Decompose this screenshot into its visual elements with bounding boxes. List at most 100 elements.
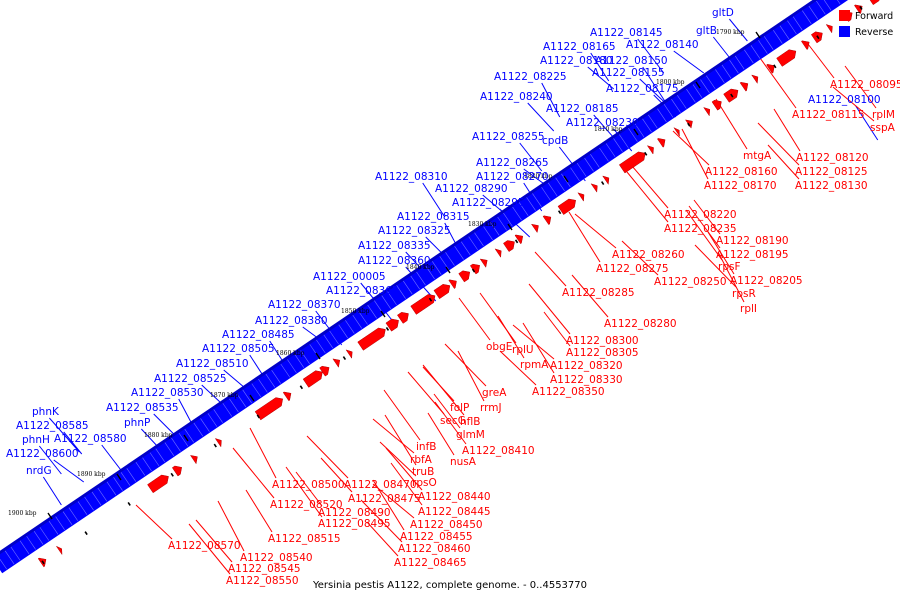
forward-gene-arrow (514, 234, 524, 245)
minor-tick (601, 181, 605, 185)
reverse-leader (422, 182, 446, 218)
forward-gene-label: A1122_08465 (394, 557, 467, 569)
forward-gene-label: A1122_08170 (704, 180, 777, 192)
forward-leader (249, 427, 277, 479)
reverse-gene-label: gltB (696, 25, 717, 37)
forward-gene-label: A1122_08470 (344, 479, 417, 491)
reverse-gene-divider (787, 20, 797, 35)
forward-gene-label: A1122_08455 (400, 531, 473, 543)
reverse-leader (527, 102, 555, 132)
reverse-gene-divider (816, 0, 826, 15)
genome-backbone (0, 0, 849, 574)
reverse-gene-divider (251, 383, 262, 398)
forward-gene-label: A1122_08540 (240, 552, 313, 564)
map-title: Yersinia pestis A1122, complete genome. … (312, 580, 587, 591)
reverse-gene-divider (454, 246, 464, 260)
reverse-leader (673, 50, 705, 74)
reverse-gene-label: phnP (124, 417, 150, 429)
reverse-gene-label: A1122_00005 (313, 271, 386, 283)
reverse-gene-label: A1122_08290 (435, 183, 508, 195)
reverse-gene-divider (338, 324, 348, 339)
reverse-gene-divider (77, 501, 88, 515)
forward-gene-arrow (776, 49, 797, 67)
forward-gene-arrow (214, 438, 222, 448)
reverse-gene-label: cpdB (542, 135, 568, 147)
forward-leader (427, 412, 455, 456)
forward-leader (522, 322, 555, 374)
reverse-gene-divider (425, 265, 435, 280)
forward-leader (693, 199, 721, 235)
forward-gene-arrow (37, 557, 47, 568)
reverse-gene-divider (171, 437, 181, 452)
reverse-gene-label: A1122_08325 (378, 225, 451, 237)
reverse-gene-label: A1122_08315 (397, 211, 470, 223)
forward-gene-arrow (557, 198, 576, 215)
forward-leader (383, 389, 421, 441)
forward-leader (422, 364, 465, 416)
forward-leader (543, 311, 571, 347)
reverse-gene-divider (744, 49, 754, 64)
reverse-leader (48, 417, 80, 453)
reverse-gene-label: A1122_08335 (358, 240, 431, 252)
forward-gene-arrow (332, 358, 341, 368)
forward-leader (372, 479, 405, 531)
forward-gene-label: rbfA (410, 454, 433, 466)
minor-tick (730, 93, 734, 98)
kbp-tick-label: 1870 kbp (210, 392, 239, 399)
forward-gene-label: rpmA (520, 359, 549, 371)
forward-gene-label: A1122_08280 (604, 318, 677, 330)
forward-gene-label: A1122_08195 (716, 249, 789, 261)
forward-gene-arrow (345, 349, 353, 359)
legend-forward-swatch (839, 10, 850, 21)
forward-leader (621, 240, 659, 276)
reverse-gene-label: A1122_08585 (16, 420, 89, 432)
reverse-leader (590, 52, 610, 82)
reverse-gene-divider (808, 5, 819, 20)
forward-gene-arrow (751, 74, 759, 85)
forward-gene-label: rplI (740, 303, 757, 315)
forward-gene-label: rplM (872, 109, 895, 121)
forward-gene-arrow (602, 175, 610, 186)
forward-gene-label: A1122_08515 (268, 533, 341, 545)
reverse-gene-divider (700, 79, 710, 93)
forward-gene-label: infB (416, 441, 436, 453)
legend-reverse-label: Reverse (855, 27, 893, 38)
reverse-gene-divider (642, 118, 652, 133)
reverse-gene-divider (387, 291, 397, 306)
reverse-leader (519, 142, 543, 172)
reverse-gene-label: A1122_08145 (590, 27, 663, 39)
reverse-gene-label: A1122_08155 (592, 67, 665, 79)
forward-leader (707, 231, 735, 275)
minor-tick (471, 268, 476, 273)
forward-gene-arrow (711, 99, 722, 111)
reverse-gene-label: gltD (712, 7, 734, 19)
forward-gene-label: A1122_08570 (168, 540, 241, 552)
forward-gene-label: mtgA (743, 150, 772, 162)
reverse-gene-label: A1122_08580 (54, 433, 127, 445)
forward-gene-label: A1122_08095 (830, 79, 900, 91)
forward-gene-arrow (673, 127, 680, 137)
forward-gene-arrow (703, 107, 711, 117)
forward-gene-label: A1122_08500 (272, 479, 345, 491)
forward-leader (767, 144, 800, 180)
forward-gene-arrow (530, 223, 539, 234)
reverse-gene-label: A1122_08505 (202, 343, 275, 355)
forward-leader (434, 401, 467, 445)
forward-gene-arrow (479, 258, 488, 268)
reverse-gene-divider (0, 558, 7, 570)
reverse-gene-divider (555, 177, 565, 192)
forward-leader (195, 519, 233, 563)
forward-gene-label: rpsO (412, 477, 437, 489)
forward-gene-label: A1122_08440 (418, 491, 491, 503)
reverse-gene-divider (576, 162, 587, 177)
forward-gene-arrow (469, 263, 480, 275)
reverse-leader (587, 66, 615, 90)
reverse-gene-divider (55, 516, 65, 531)
reverse-gene-divider (294, 354, 305, 368)
forward-leader (306, 435, 349, 479)
forward-gene-arrow (55, 545, 63, 556)
reverse-gene-divider (106, 481, 117, 496)
forward-gene-label: sspA (870, 122, 896, 134)
forward-gene-arrow (458, 270, 471, 283)
forward-gene-label: rplU (512, 344, 534, 356)
